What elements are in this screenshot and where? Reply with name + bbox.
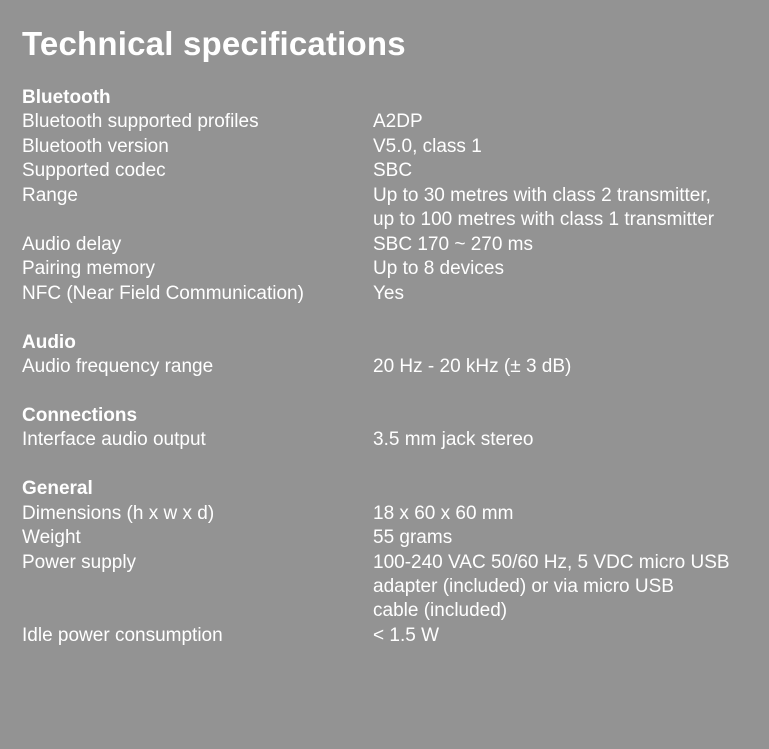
spec-row: Bluetooth supported profiles A2DP bbox=[22, 110, 762, 134]
section-connections: Connections Interface audio output 3.5 mm … bbox=[22, 404, 762, 453]
spec-value: V5.0, class 1 bbox=[373, 135, 762, 159]
spec-value: 3.5 mm jack stereo bbox=[373, 428, 762, 452]
spec-value-line: 55 grams bbox=[373, 527, 453, 549]
spec-value-line: SBC bbox=[373, 160, 413, 182]
section-spacer bbox=[22, 306, 762, 330]
spec-row: Bluetooth version V5.0, class 1 bbox=[22, 135, 762, 159]
spec-row: Audio delay SBC 170 ~ 270 ms bbox=[22, 233, 762, 257]
spec-row: Audio frequency range 20 Hz - 20 kHz (± 3… bbox=[22, 355, 762, 379]
spec-label: Bluetooth version bbox=[22, 135, 169, 157]
spec-value-line: V5.0, class 1 bbox=[373, 135, 482, 157]
section-header: Audio bbox=[22, 331, 76, 353]
section-audio: Audio Audio frequency range 20 Hz - 20 kHz… bbox=[22, 331, 762, 380]
spec-value: Up to 30 metres with class 2 transmitter… bbox=[373, 184, 762, 233]
spec-row: Range Up to 30 metres with class 2 transm… bbox=[22, 184, 762, 233]
spec-value-line: 18 x 60 x 60 mm bbox=[373, 502, 514, 524]
spec-value-line: SBC 170 ~ 270 ms bbox=[373, 233, 534, 255]
section-header: Bluetooth bbox=[22, 87, 111, 108]
section-header: Connections bbox=[22, 404, 138, 426]
spec-label: Weight bbox=[22, 527, 81, 549]
spec-value: Up to 8 devices bbox=[373, 257, 762, 281]
spec-row: Weight 55 grams bbox=[22, 526, 762, 550]
spec-value: SBC bbox=[373, 159, 762, 183]
spec-label: Pairing memory bbox=[22, 258, 156, 280]
section-spacer bbox=[22, 379, 762, 403]
spec-label: Power supply bbox=[22, 551, 137, 573]
spec-value-line: cable (included) bbox=[373, 600, 508, 622]
spec-row: Idle power consumption < 1.5 W bbox=[22, 624, 762, 648]
spec-label: Dimensions (h x w x d) bbox=[22, 502, 215, 524]
section-bluetooth: Bluetooth Bluetooth supported profiles A2D… bbox=[22, 86, 762, 306]
spec-label: NFC (Near Field Communication) bbox=[22, 282, 304, 304]
spec-value-line: Yes bbox=[373, 282, 404, 304]
spec-value-line: adapter (included) or via micro USB bbox=[373, 576, 674, 598]
section-spacer bbox=[22, 453, 762, 477]
spec-value: A2DP bbox=[373, 110, 762, 134]
spec-value: Yes bbox=[373, 282, 762, 306]
spec-label: Interface audio output bbox=[22, 429, 206, 451]
page-title: Technical specifications bbox=[22, 25, 406, 62]
spec-value-line: 100-240 VAC 50/60 Hz, 5 VDC micro USB bbox=[373, 551, 730, 573]
section-general: General Dimensions (h x w x d) 18 x 60 x 6… bbox=[22, 477, 762, 648]
spec-row: NFC (Near Field Communication) Yes bbox=[22, 282, 762, 306]
spec-label: Audio frequency range bbox=[22, 355, 214, 377]
spec-value: 100-240 VAC 50/60 Hz, 5 VDC micro USB ada… bbox=[373, 551, 762, 624]
spec-value-line: 3.5 mm jack stereo bbox=[373, 429, 534, 451]
spec-value: SBC 170 ~ 270 ms bbox=[373, 233, 762, 257]
spec-label: Supported codec bbox=[22, 160, 166, 182]
spec-row: Dimensions (h x w x d) 18 x 60 x 60 mm bbox=[22, 502, 762, 526]
spec-value: 20 Hz - 20 kHz (± 3 dB) bbox=[373, 355, 762, 379]
spec-value: < 1.5 W bbox=[373, 624, 762, 648]
spec-row: Power supply 100-240 VAC 50/60 Hz, 5 VDC … bbox=[22, 551, 762, 624]
spec-row: Interface audio output 3.5 mm jack stereo bbox=[22, 428, 762, 452]
spec-value-line: up to 100 metres with class 1 transmitte… bbox=[373, 209, 715, 231]
spec-value-line: Up to 8 devices bbox=[373, 258, 504, 280]
spec-row: Pairing memory Up to 8 devices bbox=[22, 257, 762, 281]
spec-value: 55 grams bbox=[373, 526, 762, 550]
spec-label: Bluetooth supported profiles bbox=[22, 111, 259, 133]
spec-label: Idle power consumption bbox=[22, 624, 223, 646]
section-header: General bbox=[22, 478, 93, 500]
spec-value-line: Up to 30 metres with class 2 transmitter… bbox=[373, 184, 711, 206]
spec-label: Range bbox=[22, 184, 78, 206]
spec-row: Supported codec SBC bbox=[22, 159, 762, 183]
spec-value-line: A2DP bbox=[373, 111, 423, 133]
spec-value-line: < 1.5 W bbox=[373, 624, 439, 646]
spec-label: Audio delay bbox=[22, 233, 122, 255]
specifications-list: Bluetooth Bluetooth supported profiles A2D… bbox=[22, 86, 762, 648]
spec-value-line: 20 Hz - 20 kHz (± 3 dB) bbox=[373, 355, 572, 377]
spec-value: 18 x 60 x 60 mm bbox=[373, 502, 762, 526]
